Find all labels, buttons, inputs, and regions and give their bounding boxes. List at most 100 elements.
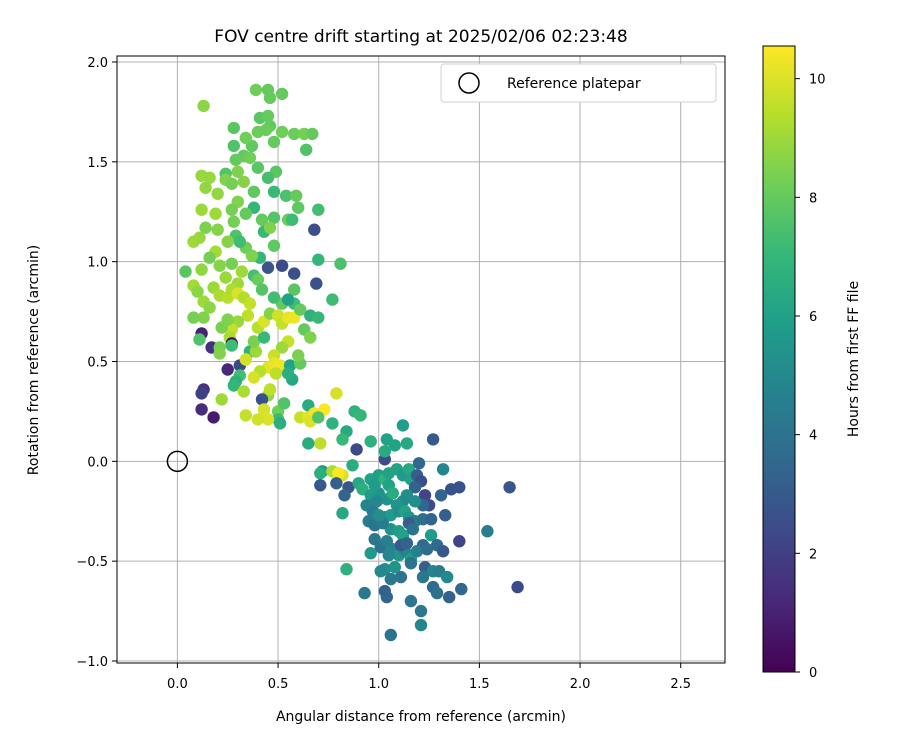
data-point — [269, 367, 283, 380]
data-point — [312, 253, 325, 266]
colorbar-ticks: 0 2 4 6 8 10 — [795, 73, 826, 681]
data-point — [227, 215, 240, 228]
data-point — [215, 393, 228, 406]
data-point — [388, 439, 401, 452]
data-point — [414, 604, 428, 618]
data-point — [263, 91, 277, 105]
data-point — [209, 207, 222, 220]
data-point — [400, 537, 414, 550]
data-point — [312, 203, 325, 216]
data-point — [412, 457, 426, 470]
data-point — [332, 467, 345, 480]
data-point — [203, 251, 216, 264]
y-tick-label: −1.0 — [76, 655, 108, 670]
data-point — [247, 185, 261, 198]
data-point — [286, 213, 299, 226]
data-point — [249, 83, 263, 97]
data-point — [441, 570, 454, 584]
data-point — [404, 594, 418, 608]
data-point — [231, 165, 244, 178]
data-point — [346, 459, 359, 472]
x-tick-label: 0.0 — [167, 677, 188, 692]
legend-marker — [458, 72, 480, 94]
data-point — [249, 345, 263, 358]
y-tick-label: 1.0 — [87, 256, 108, 271]
colorbar-tick-label: 2 — [809, 547, 817, 562]
data-point — [193, 231, 206, 244]
data-point — [503, 481, 516, 494]
data-point — [275, 87, 289, 101]
data-point — [306, 127, 319, 141]
data-point — [336, 433, 349, 446]
data-point — [314, 467, 327, 480]
data-point — [378, 445, 391, 458]
y-axis-label: Rotation from reference (arcmin) — [26, 245, 42, 475]
data-point — [439, 509, 452, 522]
data-point — [308, 223, 321, 236]
data-point — [443, 590, 456, 604]
data-point — [372, 509, 385, 522]
legend: Reference platepar — [440, 63, 717, 103]
data-point — [215, 321, 228, 334]
data-point — [288, 127, 301, 141]
data-point — [197, 99, 210, 113]
data-point — [396, 419, 410, 432]
data-point — [227, 379, 240, 392]
data-point — [197, 311, 210, 324]
data-point — [257, 331, 271, 344]
plot-frame — [116, 55, 726, 664]
data-point — [267, 291, 281, 304]
data-point — [294, 303, 307, 316]
data-point — [267, 185, 281, 198]
colorbar-tick-label: 6 — [809, 310, 817, 325]
y-tick-label: 1.5 — [87, 156, 108, 171]
data-point — [275, 341, 289, 354]
legend-box — [440, 63, 717, 103]
data-point — [195, 263, 208, 276]
data-point — [400, 437, 414, 450]
data-point — [384, 572, 397, 586]
data-point — [364, 435, 377, 448]
y-tick-label: 0.0 — [87, 455, 108, 470]
data-point — [195, 203, 208, 216]
data-point — [364, 547, 377, 560]
reference-platepar-marker — [166, 450, 189, 473]
data-point — [251, 273, 265, 286]
data-point — [288, 283, 301, 296]
data-point — [227, 139, 240, 153]
data-point — [426, 433, 440, 446]
data-point — [267, 211, 281, 224]
data-point — [195, 403, 208, 416]
data-point — [193, 333, 206, 346]
data-point — [312, 411, 325, 424]
data-point — [225, 203, 238, 216]
data-point — [292, 201, 305, 214]
data-point — [233, 235, 246, 248]
data-point — [239, 207, 252, 220]
data-point — [275, 259, 289, 272]
data-point — [420, 543, 434, 556]
y-axis-ticks: −1.0 −0.5 0.0 0.5 1.0 1.5 2.0 — [76, 56, 117, 670]
data-point — [288, 267, 301, 280]
data-point — [207, 411, 220, 424]
data-point — [312, 311, 325, 324]
data-point — [267, 239, 281, 252]
data-point — [414, 618, 428, 632]
data-point — [263, 383, 277, 396]
data-point — [404, 557, 418, 570]
colorbar-tick-label: 10 — [809, 73, 826, 88]
data-point — [455, 582, 468, 596]
colorbar: 0 2 4 6 8 10 Hours from first FF file — [762, 45, 862, 681]
data-point — [229, 153, 242, 166]
data-point — [255, 393, 269, 406]
data-point — [384, 628, 397, 642]
colorbar-tick-label: 4 — [809, 429, 817, 444]
legend-label: Reference platepar — [507, 76, 641, 92]
data-point — [261, 171, 275, 184]
data-point — [408, 481, 422, 494]
colorbar-gradient — [762, 45, 796, 673]
data-points — [179, 83, 524, 642]
data-point — [221, 363, 234, 376]
data-point — [302, 437, 315, 450]
data-point — [424, 513, 438, 526]
